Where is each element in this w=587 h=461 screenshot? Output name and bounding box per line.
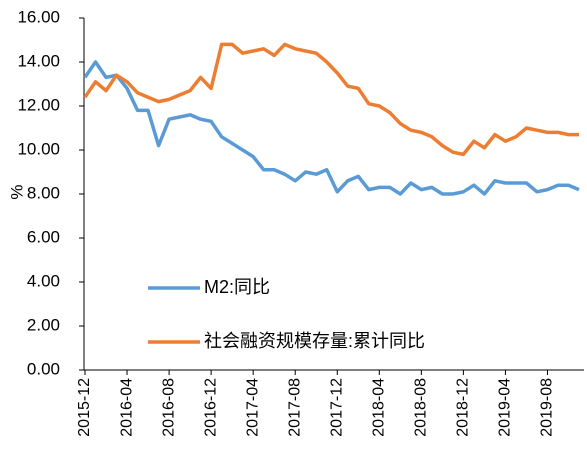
x-tick-label: 2017-08 [286, 378, 303, 437]
x-tick-label: 2016-08 [160, 378, 177, 437]
x-tick-label: 2019-04 [497, 378, 514, 437]
y-axis-label: % [7, 184, 26, 199]
y-tick-label: 6.00 [27, 227, 60, 246]
x-tick-label: 2018-04 [371, 378, 388, 437]
y-tick-label: 2.00 [27, 315, 60, 334]
x-tick-label: 2018-08 [413, 378, 430, 437]
y-tick-label: 16.00 [17, 7, 60, 26]
x-tick-label: 2017-04 [244, 378, 261, 437]
line-series [83, 60, 580, 196]
line-series [83, 42, 579, 157]
legend-label: 社会融资规模存量:累计同比 [204, 331, 425, 351]
x-tick-label: 2015-12 [76, 378, 93, 437]
y-tick-label: 14.00 [17, 51, 60, 70]
y-tick-label: 12.00 [17, 95, 60, 114]
y-tick-label: 10.00 [17, 139, 60, 158]
y-tick-label: 0.00 [27, 359, 60, 378]
legend-label: M2:同比 [204, 277, 270, 297]
x-tick-label: 2017-12 [328, 378, 345, 437]
x-tick-label: 2018-12 [455, 378, 472, 437]
x-tick-label: 2016-12 [202, 378, 219, 437]
y-tick-label: 4.00 [27, 271, 60, 290]
x-tick-label: 2019-08 [539, 378, 556, 437]
y-tick-label: 8.00 [27, 183, 60, 202]
x-tick-label: 2016-04 [118, 378, 135, 437]
